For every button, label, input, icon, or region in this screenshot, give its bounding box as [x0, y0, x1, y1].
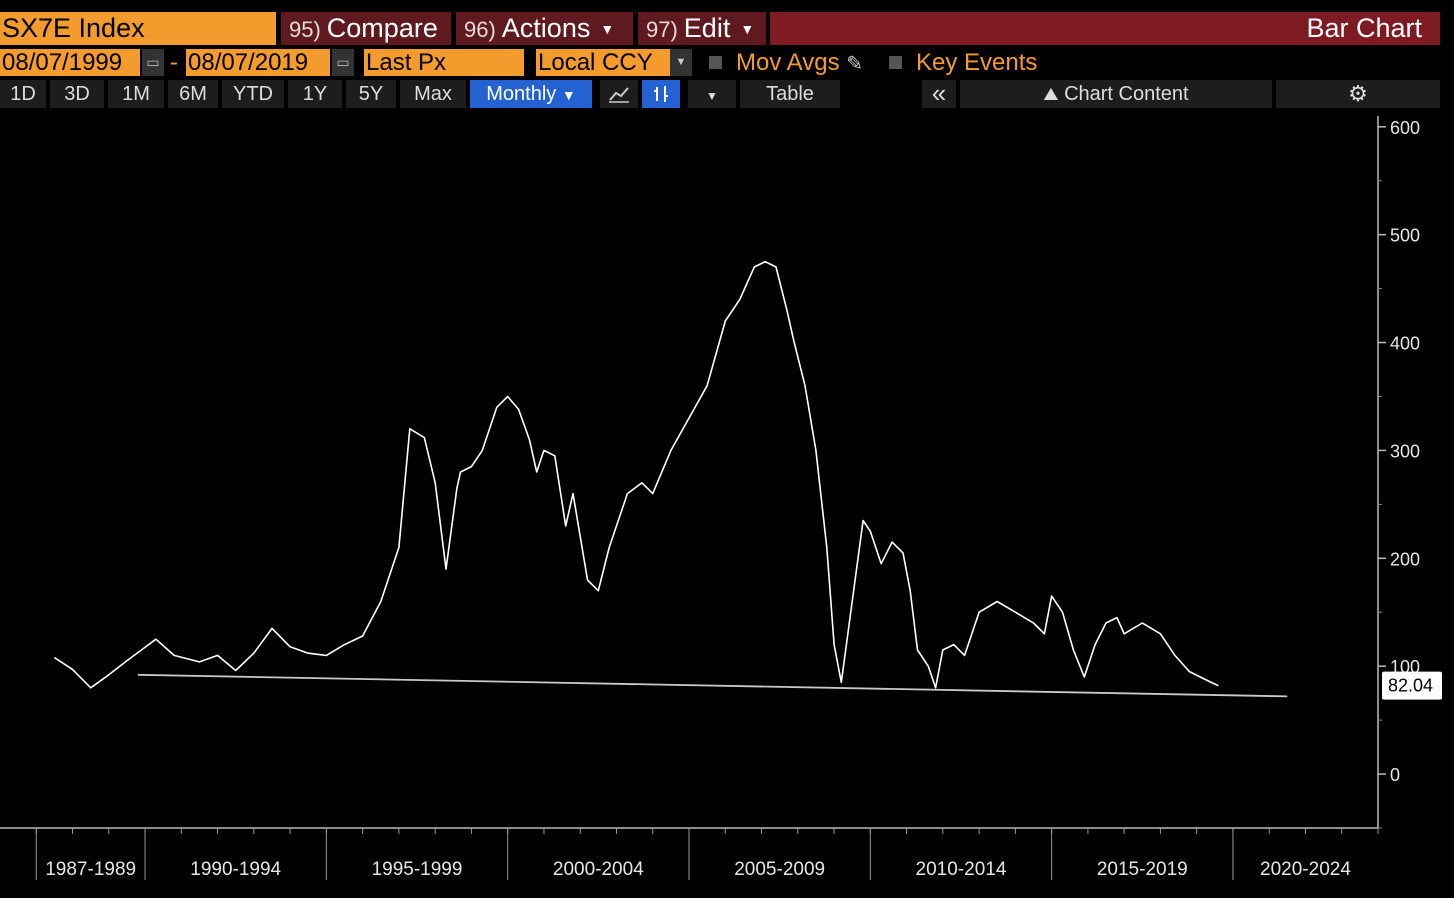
period-select[interactable]: Monthly ▼ — [470, 80, 592, 108]
compare-button[interactable]: 95) Compare — [281, 12, 451, 45]
controls-row: 08/07/1999 ▭ - 08/07/2019 ▭ Last Px Loca… — [0, 49, 1454, 77]
price-series-line — [53, 260, 1219, 689]
y-tick-label: 300 — [1390, 441, 1420, 461]
chevron-down-icon[interactable]: ▼ — [670, 49, 692, 76]
x-tick-label: 1990-1994 — [190, 859, 281, 880]
actions-label: Actions — [501, 13, 591, 43]
x-tick-label: 2000-2004 — [553, 859, 644, 880]
support-trendline — [137, 673, 1288, 698]
x-tick-label: 1995-1999 — [372, 859, 463, 880]
last-price-label: 82.04 — [1388, 676, 1433, 696]
range-6m-button[interactable]: 6M — [168, 80, 218, 108]
calendar-icon[interactable]: ▭ — [142, 49, 164, 76]
range-1d-button[interactable]: 1D — [0, 80, 46, 108]
chevron-down-icon: ▼ — [706, 89, 718, 103]
chart-type-dropdown[interactable]: ▼ — [688, 80, 736, 108]
compare-label: Compare — [326, 13, 438, 43]
x-tick-label: 1987-1989 — [45, 859, 136, 880]
y-tick-label: 200 — [1390, 549, 1420, 569]
y-tick-label: 400 — [1390, 334, 1420, 354]
range-1y-button[interactable]: 1Y — [288, 80, 342, 108]
collapse-left-icon[interactable]: « — [922, 80, 956, 108]
edit-button[interactable]: 97) Edit ▼ — [638, 12, 766, 45]
gear-icon[interactable]: ⚙ — [1276, 80, 1440, 108]
period-label: Monthly — [486, 83, 557, 105]
title-bar-row: SX7E Index 95) Compare 96) Actions ▼ 97) Edi… — [0, 10, 1454, 47]
last-price-flag: 82.04 — [1382, 671, 1442, 700]
y-tick-label: 0 — [1390, 765, 1400, 785]
window-title-bar: Bar Chart — [770, 12, 1440, 45]
edit-label: Edit — [683, 13, 731, 43]
actions-shortcut: 96) — [464, 17, 496, 42]
range-1m-button[interactable]: 1M — [108, 80, 164, 108]
bar-chart-icon[interactable] — [642, 80, 680, 108]
last-price-box — [1382, 671, 1442, 700]
edit-shortcut: 97) — [646, 17, 678, 42]
chevron-down-icon: ▼ — [561, 87, 576, 103]
actions-button[interactable]: 96) Actions ▼ — [456, 12, 633, 45]
y-tick-label: 600 — [1390, 118, 1420, 138]
chart-content-icon: ⛰ — [1043, 84, 1059, 104]
key-events-label[interactable]: Key Events — [916, 49, 1038, 76]
key-events-checkbox[interactable] — [889, 56, 902, 69]
compare-shortcut: 95) — [289, 17, 321, 42]
chart-content-label: Chart Content — [1064, 83, 1189, 105]
chevron-down-icon: ▼ — [740, 21, 755, 37]
x-tick-label: 2020-2024 — [1260, 859, 1351, 880]
end-date-input[interactable]: 08/07/2019 — [186, 49, 330, 76]
mov-avgs-checkbox[interactable] — [709, 56, 722, 69]
range-max-button[interactable]: Max — [400, 80, 466, 108]
chevron-down-icon: ▼ — [600, 21, 615, 37]
x-tick-label: 2010-2014 — [916, 859, 1007, 880]
mov-avgs-text: Mov Avgs — [736, 49, 840, 76]
mov-avgs-label[interactable]: Mov Avgs ✎ — [736, 49, 863, 78]
start-date-input[interactable]: 08/07/1999 — [0, 49, 140, 76]
x-tick-label: 2015-2019 — [1097, 859, 1188, 880]
x-axis-ticks: 1987-1989 1990-1994 1995-1999 2000-2004 2005… — [35, 828, 1379, 880]
date-separator: - — [170, 49, 178, 76]
table-button[interactable]: Table — [740, 80, 840, 108]
chart-content-button[interactable]: ⛰ Chart Content — [960, 80, 1272, 108]
line-chart-icon[interactable] — [600, 80, 638, 108]
window-title: Bar Chart — [1306, 13, 1422, 43]
y-tick-label: 500 — [1390, 226, 1420, 246]
pencil-icon[interactable]: ✎ — [846, 53, 864, 75]
range-3d-button[interactable]: 3D — [50, 80, 104, 108]
ticker-field[interactable]: SX7E Index — [0, 12, 276, 45]
toolbar-row: 1D 3D 1M 6M YTD 1Y 5Y Max Monthly ▼ ▼ Ta… — [0, 80, 1454, 110]
x-tick-label: 2005-2009 — [734, 859, 825, 880]
currency-select[interactable]: Local CCY — [536, 49, 670, 76]
calendar-icon[interactable]: ▭ — [332, 49, 354, 76]
range-5y-button[interactable]: 5Y — [346, 80, 396, 108]
range-ytd-button[interactable]: YTD — [222, 80, 284, 108]
price-field-select[interactable]: Last Px — [364, 49, 524, 76]
